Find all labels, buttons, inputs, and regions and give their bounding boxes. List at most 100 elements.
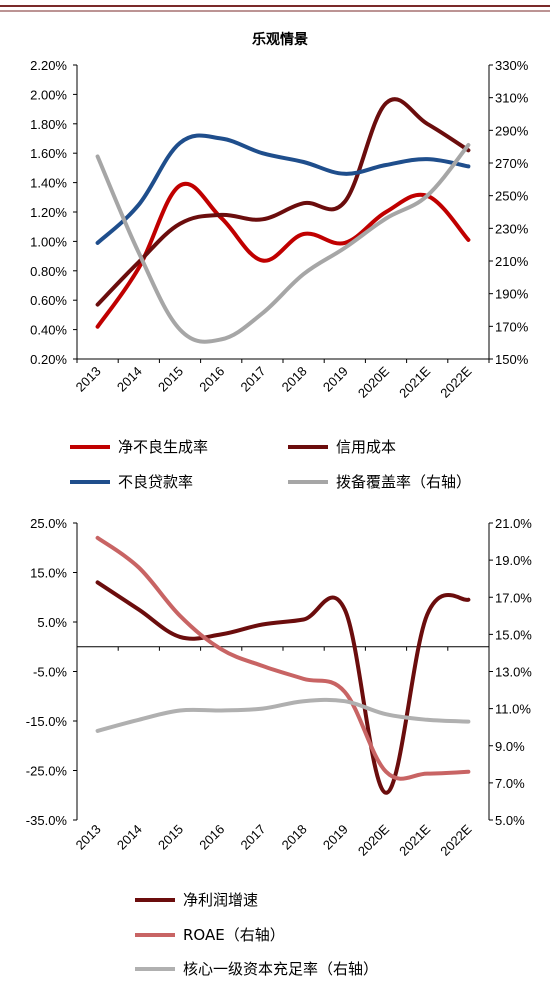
data-point	[426, 773, 428, 775]
data-point	[344, 242, 346, 244]
data-point	[385, 713, 387, 715]
y-left-tick-label: 1.20%	[30, 205, 67, 220]
y-left-tick-label: 5.0%	[37, 615, 67, 630]
x-tick-label: 2020E	[355, 821, 392, 858]
data-point	[97, 581, 99, 583]
y-right-tick-label: 150%	[495, 352, 529, 367]
data-point	[344, 691, 346, 693]
x-tick-label: 2018	[279, 364, 310, 395]
data-point	[138, 261, 140, 263]
data-point	[220, 138, 222, 139]
y-left-tick-label: -5.0%	[33, 665, 67, 680]
data-point	[179, 142, 181, 144]
data-point	[385, 102, 387, 104]
data-point	[303, 273, 305, 275]
legend-label: 净不良生成率	[118, 438, 208, 456]
series-line-3	[95, 143, 471, 344]
x-tick-label: 2021E	[396, 821, 433, 858]
x-tick-label: 2017	[237, 822, 268, 853]
legend-label: 信用成本	[336, 438, 396, 456]
chart-optimistic-scenario: 乐观情景 0.20% 0.40% 0.60% 0.80% 1.00% 1.20% 1.40%…	[30, 31, 529, 491]
data-point	[426, 195, 428, 197]
data-point	[385, 771, 387, 773]
data-point	[220, 217, 222, 219]
data-point	[303, 700, 305, 702]
data-point	[261, 312, 263, 314]
data-point	[220, 709, 222, 711]
data-point	[261, 152, 263, 154]
data-point	[385, 211, 387, 213]
data-point	[261, 665, 263, 667]
x-tick-label: 2013	[73, 364, 104, 395]
legend: 净利润增速 ROAE（右轴） 核心一级资本充足率（右轴）	[135, 891, 378, 978]
y-left-tick-label: 2.00%	[30, 87, 67, 102]
y-right-tick-label: 11.0%	[495, 702, 531, 717]
legend-label: ROAE（右轴）	[183, 926, 285, 944]
data-point	[220, 338, 222, 340]
y-left-tick-label: -15.0%	[26, 714, 68, 729]
data-point	[467, 149, 469, 151]
y-left-tick-label: 25.0%	[30, 516, 67, 531]
x-tick-label: 2021E	[396, 363, 433, 400]
data-point	[344, 609, 346, 611]
y-right-tick-label: 210%	[495, 254, 529, 269]
y-right-tick-label: 190%	[495, 287, 529, 302]
series-line-2	[95, 133, 471, 245]
data-point	[385, 792, 387, 794]
legend-label: 不良贷款率	[118, 473, 193, 491]
data-point	[220, 633, 222, 635]
x-tick-label: 2014	[114, 822, 145, 853]
data-point	[261, 260, 263, 262]
x-tick-label: 2015	[155, 364, 186, 395]
x-tick-label: 2015	[155, 822, 186, 853]
data-point	[344, 173, 346, 175]
y-left-tick-label: 0.80%	[30, 264, 67, 279]
series-line-1	[95, 535, 471, 781]
y-right-tick-label: 310%	[495, 91, 529, 106]
x-tick-label: 2019	[320, 822, 351, 853]
chart-profit-capital: -35.0% -25.0% -15.0% -5.0% 5.0% 15.0% 25.0% 5.0…	[26, 516, 533, 978]
x-tick-label: 2020E	[355, 363, 392, 400]
data-point	[220, 648, 222, 650]
data-point	[261, 623, 263, 625]
y-left-tick-label: 0.40%	[30, 323, 67, 338]
y-left-tick-label: 1.60%	[30, 146, 67, 161]
data-point	[97, 242, 99, 244]
legend-label: 净利润增速	[183, 891, 258, 909]
data-point	[344, 201, 346, 203]
y-right-tick-label: 230%	[495, 221, 529, 236]
data-point	[97, 730, 99, 732]
data-point	[467, 239, 469, 241]
data-point	[138, 267, 140, 269]
x-tick-label: 2014	[114, 364, 145, 395]
data-point	[179, 223, 181, 225]
y-right-tick-label: 19.0%	[495, 553, 532, 568]
data-point	[138, 719, 140, 721]
y-left-tick-label: 15.0%	[30, 566, 67, 581]
data-point	[467, 599, 469, 601]
data-point	[303, 619, 305, 621]
series-group	[95, 97, 471, 344]
x-tick-label: 2013	[73, 822, 104, 853]
x-tick-label: 2016	[196, 822, 227, 853]
data-point	[344, 700, 346, 702]
data-point	[220, 214, 222, 216]
y-right-tick-label: 250%	[495, 189, 529, 204]
data-point	[138, 204, 140, 206]
series-line-1	[95, 97, 471, 307]
x-tick-label: 2017	[237, 364, 268, 395]
y-right-tick-label: 5.0%	[495, 813, 525, 828]
y-left-tick-label: 1.80%	[30, 117, 67, 132]
y-right-tick-label: 17.0%	[495, 590, 532, 605]
data-point	[467, 165, 469, 167]
x-tick-label: 2018	[279, 822, 310, 853]
y-right-tick-label: 7.0%	[495, 776, 525, 791]
data-point	[138, 252, 140, 254]
data-point	[179, 329, 181, 331]
data-point	[138, 567, 140, 569]
x-tick-label: 2016	[196, 364, 227, 395]
data-point	[138, 609, 140, 611]
data-point	[261, 708, 263, 710]
data-point	[467, 144, 469, 146]
